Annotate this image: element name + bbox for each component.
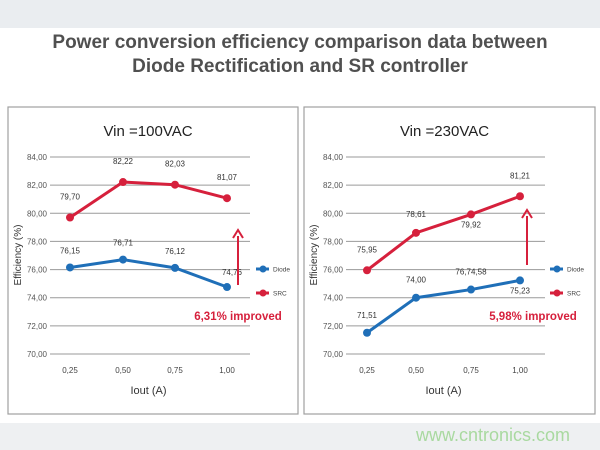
series-line-diode [69, 258, 228, 289]
data-label: 71,51 [357, 311, 378, 320]
data-label: 74,76 [222, 268, 243, 277]
legend-marker [553, 265, 561, 273]
improvement-annotation: 6,31% improved [194, 311, 282, 323]
y-axis-label: Efficiency (%) [13, 225, 24, 286]
data-point-diode [223, 283, 231, 292]
data-label: 78,61 [406, 210, 427, 219]
data-label: 74,00 [406, 276, 427, 285]
legend-marker [259, 265, 267, 273]
y-tick-label: 80,00 [323, 209, 344, 218]
data-label: 82,03 [165, 160, 186, 169]
data-point-src [171, 180, 179, 189]
chart-title: Vin =230VAC [400, 123, 489, 140]
data-point-src [119, 178, 127, 187]
chart-panel [303, 106, 596, 415]
data-point-diode [66, 263, 74, 272]
watermark: www.cntronics.com [416, 425, 571, 445]
x-tick-label: 0,25 [62, 366, 78, 375]
arrow-head-icon [232, 228, 244, 239]
bottom-band [0, 423, 600, 450]
data-label: 81,21 [510, 171, 531, 180]
y-tick-label: 74,00 [27, 294, 48, 303]
data-point-diode [119, 255, 127, 264]
y-tick-label: 72,00 [323, 322, 344, 331]
data-label: 76,12 [165, 247, 186, 256]
x-tick-label: 0,50 [408, 366, 424, 375]
series-line-diode [366, 278, 521, 334]
y-tick-label: 82,00 [323, 181, 344, 190]
y-tick-label: 78,00 [323, 237, 344, 246]
data-point-src [223, 194, 231, 203]
arrow-head-icon [521, 208, 533, 219]
x-axis-label: Iout (A) [130, 385, 166, 397]
top-band [0, 0, 600, 28]
legend-label: Diode [273, 267, 290, 274]
x-tick-label: 0,50 [115, 366, 131, 375]
y-tick-label: 76,00 [323, 266, 344, 275]
legend-label: SRC [273, 291, 287, 298]
data-point-src [467, 210, 475, 219]
data-label: 79,92 [461, 220, 482, 229]
y-tick-label: 84,00 [27, 153, 48, 162]
data-point-src [412, 228, 420, 237]
legend-label: Diode [567, 267, 584, 274]
y-axis-label: Efficiency (%) [309, 225, 320, 286]
data-label: 81,07 [217, 173, 238, 182]
data-point-src [66, 213, 74, 222]
x-tick-label: 1,00 [219, 366, 235, 375]
legend-marker [259, 289, 267, 297]
series-line-src [366, 194, 521, 272]
x-tick-label: 1,00 [512, 366, 528, 375]
data-point-diode [412, 293, 420, 302]
data-label: 76,15 [60, 246, 81, 255]
data-point-src [363, 266, 371, 275]
y-tick-label: 70,00 [27, 350, 48, 359]
legend-label: SRC [567, 291, 581, 298]
chart-title: Vin =100VAC [103, 123, 192, 140]
y-tick-label: 76,00 [27, 266, 48, 275]
y-tick-label: 82,00 [27, 181, 48, 190]
data-point-diode [171, 263, 179, 272]
x-tick-label: 0,25 [359, 366, 375, 375]
y-tick-label: 78,00 [27, 237, 48, 246]
y-tick-label: 72,00 [27, 322, 48, 331]
data-point-diode [467, 285, 475, 294]
y-tick-label: 80,00 [27, 209, 48, 218]
x-axis-label: Iout (A) [425, 385, 461, 397]
legend-marker [553, 289, 561, 297]
title-line-1: Power conversion efficiency comparison d… [52, 32, 548, 53]
page-title: Power conversion efficiency comparison d… [0, 31, 600, 79]
y-tick-label: 84,00 [323, 153, 344, 162]
data-point-src [516, 192, 524, 201]
data-label: 76,74,58 [455, 268, 487, 277]
series-line-src [69, 180, 228, 219]
x-tick-label: 0,75 [463, 366, 479, 375]
chart-panel [7, 106, 299, 415]
y-tick-label: 70,00 [323, 350, 344, 359]
data-label: 75,95 [357, 245, 378, 254]
improvement-annotation: 5,98% improved [489, 311, 577, 323]
data-label: 82,22 [113, 157, 134, 166]
data-label: 79,70 [60, 193, 81, 202]
data-point-diode [363, 328, 371, 337]
data-point-diode [516, 276, 524, 285]
data-label: 76,71 [113, 239, 134, 248]
data-label: 75,23 [510, 286, 531, 295]
y-tick-label: 74,00 [323, 294, 344, 303]
x-tick-label: 0,75 [167, 366, 183, 375]
title-line-2: Diode Rectification and SR controller [132, 56, 468, 77]
